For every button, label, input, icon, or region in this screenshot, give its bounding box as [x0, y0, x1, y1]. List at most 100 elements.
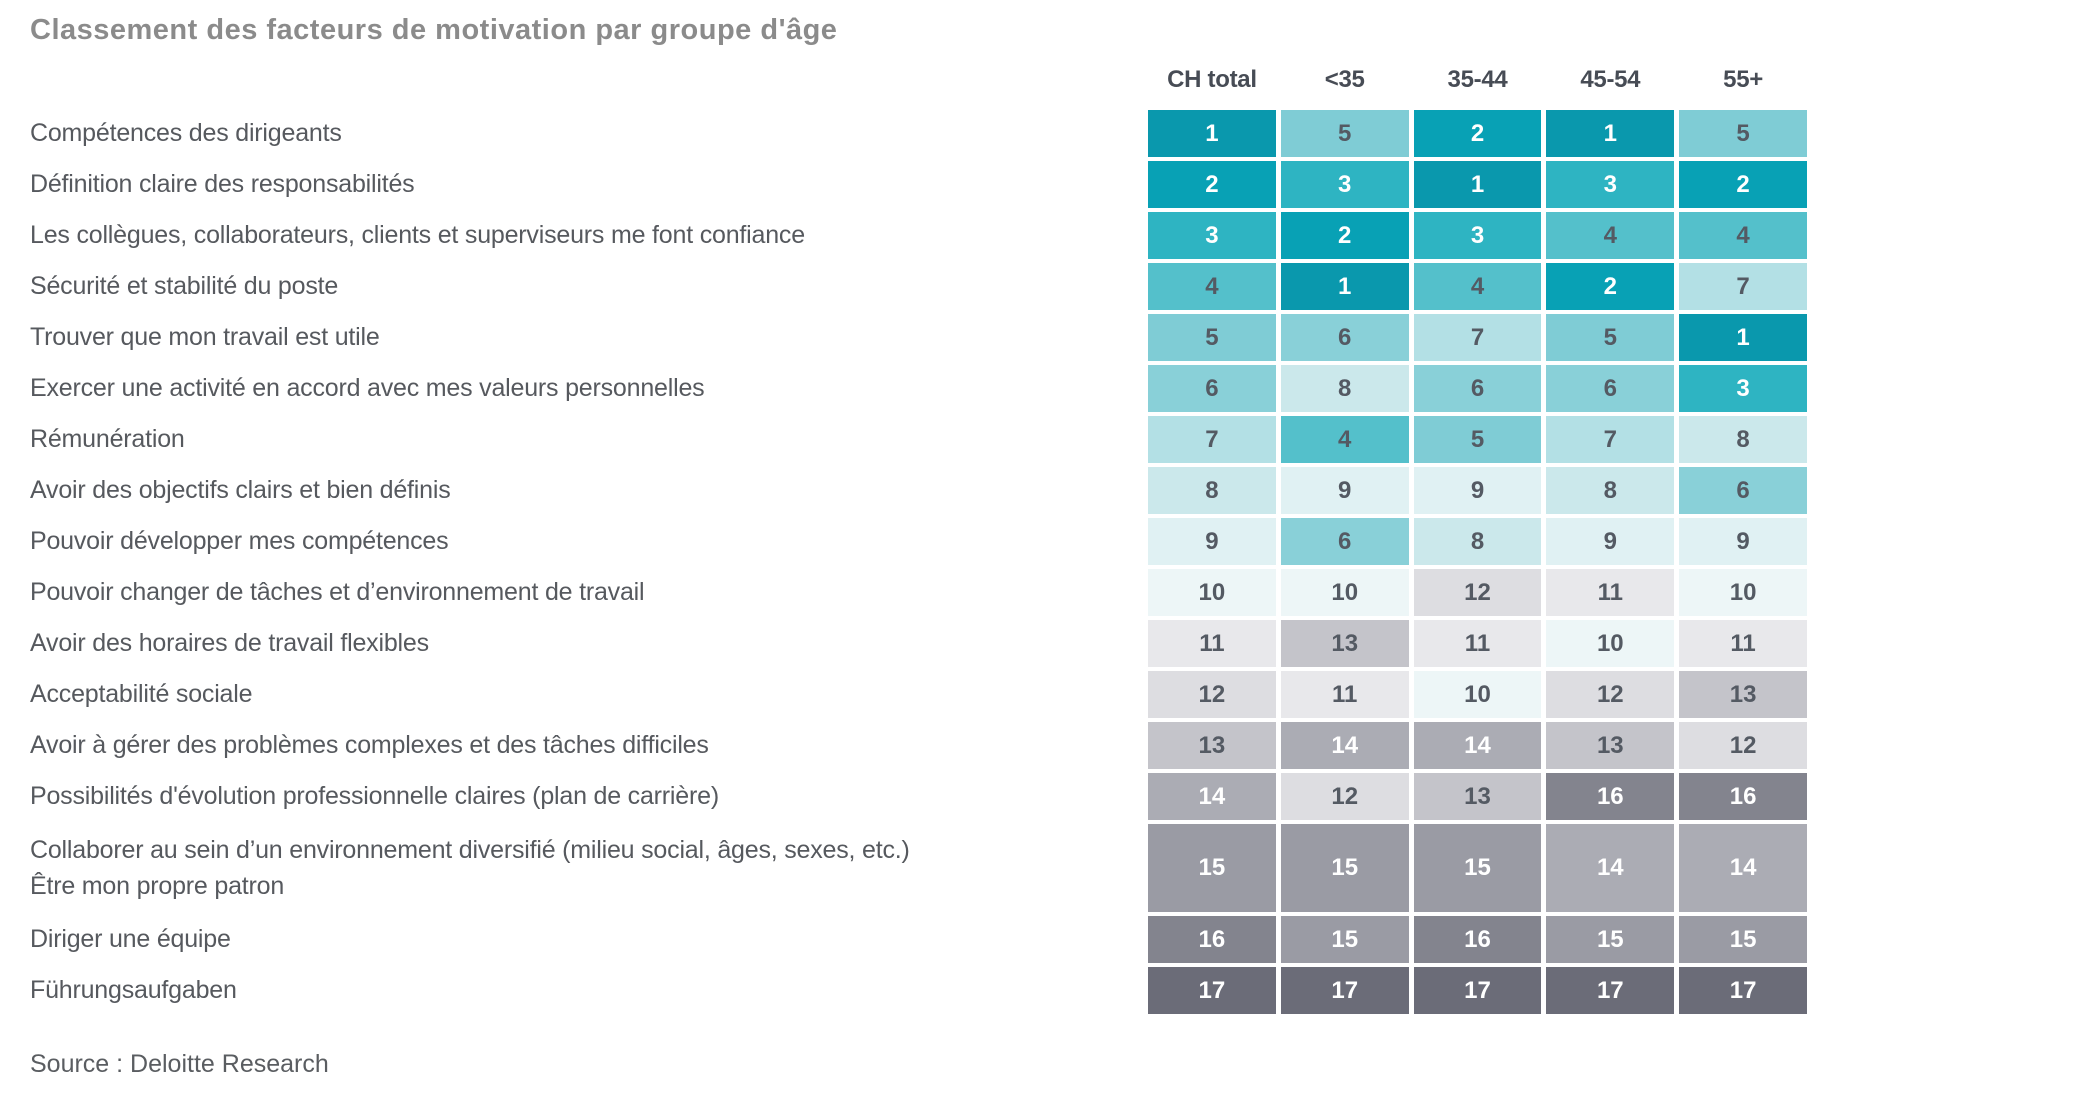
rank-cell: 7: [1546, 416, 1675, 463]
column-header: 35-44: [1447, 66, 1508, 93]
row-label-line: Avoir des horaires de travail flexibles: [30, 629, 429, 658]
row-label-line: Avoir à gérer des problèmes complexes et…: [30, 731, 709, 760]
rank-cell: 12: [1679, 722, 1807, 769]
rank-cell: 9: [1280, 467, 1409, 514]
row-label-line: Rémunération: [30, 425, 185, 454]
row-label: Les collègues, collaborateurs, clients e…: [30, 212, 1148, 259]
rank-cell: 11: [1148, 620, 1276, 667]
row-label: Führungsaufgaben: [30, 967, 1148, 1014]
row-label: Compétences des dirigeants: [30, 110, 1148, 157]
rank-cell: 5: [1148, 314, 1276, 361]
row-label-line: Sécurité et stabilité du poste: [30, 272, 339, 301]
row-label: Trouver que mon travail est utile: [30, 314, 1148, 361]
row-cells: 16 15 16 15 15: [1148, 916, 1807, 963]
row-label: Possibilités d'évolution professionnelle…: [30, 773, 1148, 820]
rank-cell: 11: [1546, 569, 1675, 616]
rank-cell: 15: [1679, 916, 1807, 963]
rank-cell: 9: [1546, 518, 1675, 565]
rank-cell: 12: [1413, 569, 1542, 616]
row-label-line: Collaborer au sein d’un environnement di…: [30, 835, 910, 864]
rank-cell: 13: [1413, 773, 1542, 820]
rank-cell: 7: [1148, 416, 1276, 463]
rank-cell: 15: [1280, 824, 1409, 912]
rank-cell: 10: [1546, 620, 1675, 667]
row-label-line: Définition claire des responsabilités: [30, 170, 415, 199]
table-row: Exercer une activité en accord avec mes …: [30, 365, 1807, 412]
row-label-line: Compétences des dirigeants: [30, 119, 342, 148]
column-header: 55+: [1723, 66, 1763, 93]
table-row: Compétences des dirigeants 1 5 2 1 5: [30, 110, 1807, 157]
rank-cell: 6: [1280, 518, 1409, 565]
rank-cell: 1: [1280, 263, 1409, 310]
rank-cell: 14: [1679, 824, 1807, 912]
rank-cell: 5: [1679, 110, 1807, 157]
row-label: Exercer une activité en accord avec mes …: [30, 365, 1148, 412]
rank-cell: 4: [1148, 263, 1276, 310]
rank-cell: 6: [1148, 365, 1276, 412]
rank-cell: 7: [1413, 314, 1542, 361]
rank-cell: 3: [1679, 365, 1807, 412]
rank-cell: 17: [1679, 967, 1807, 1014]
row-cells: 15 15 15 14 14: [1148, 824, 1807, 912]
row-label-line: Avoir des objectifs clairs et bien défin…: [30, 476, 451, 505]
row-label-line: Acceptabilité sociale: [30, 680, 253, 709]
table-row: Possibilités d'évolution professionnelle…: [30, 773, 1807, 820]
table-row: Collaborer au sein d’un environnement di…: [30, 824, 1807, 912]
rank-cell: 15: [1413, 824, 1542, 912]
table-row: Définition claire des responsabilités 2 3 1…: [30, 161, 1807, 208]
rank-cell: 1: [1413, 161, 1542, 208]
rank-cell: 13: [1546, 722, 1675, 769]
rank-cell: 10: [1148, 569, 1276, 616]
table-row: Sécurité et stabilité du poste 4 1 4 2 7: [30, 263, 1807, 310]
rank-cell: 2: [1280, 212, 1409, 259]
table-row: Les collègues, collaborateurs, clients e…: [30, 212, 1807, 259]
rank-cell: 8: [1679, 416, 1807, 463]
row-label: Sécurité et stabilité du poste: [30, 263, 1148, 310]
rank-cell: 12: [1148, 671, 1276, 718]
table-row: Avoir à gérer des problèmes complexes et…: [30, 722, 1807, 769]
rank-cell: 1: [1679, 314, 1807, 361]
rank-cell: 2: [1546, 263, 1675, 310]
rank-cell: 15: [1280, 916, 1409, 963]
row-label-line: Exercer une activité en accord avec mes …: [30, 374, 705, 403]
rank-cell: 14: [1148, 773, 1276, 820]
row-label: Diriger une équipe: [30, 916, 1148, 963]
column-header: 45-54: [1580, 66, 1641, 93]
row-label-line: Pouvoir changer de tâches et d’environne…: [30, 578, 645, 607]
rank-cell: 17: [1546, 967, 1675, 1014]
rank-cell: 2: [1148, 161, 1276, 208]
column-header: <35: [1324, 66, 1365, 93]
rank-cell: 3: [1413, 212, 1542, 259]
rank-cell: 13: [1148, 722, 1276, 769]
rank-cell: 8: [1413, 518, 1542, 565]
row-label: Collaborer au sein d’un environnement di…: [30, 824, 1148, 912]
row-label: Acceptabilité sociale: [30, 671, 1148, 718]
rank-cell: 5: [1546, 314, 1675, 361]
row-cells: 13 14 14 13 12: [1148, 722, 1807, 769]
rank-cell: 11: [1679, 620, 1807, 667]
rank-cell: 4: [1413, 263, 1542, 310]
rank-cell: 11: [1413, 620, 1542, 667]
rank-cell: 6: [1413, 365, 1542, 412]
row-cells: 14 12 13 16 16: [1148, 773, 1807, 820]
rank-cell: 10: [1679, 569, 1807, 616]
rank-cell: 8: [1280, 365, 1409, 412]
table-row: Führungsaufgaben 17 17 17 17 17: [30, 967, 1807, 1014]
rank-cell: 16: [1679, 773, 1807, 820]
rank-cell: 4: [1679, 212, 1807, 259]
rank-cell: 17: [1148, 967, 1276, 1014]
rank-cell: 14: [1280, 722, 1409, 769]
rank-cell: 12: [1280, 773, 1409, 820]
row-label-line: Pouvoir développer mes compétences: [30, 527, 449, 556]
rank-cell: 8: [1546, 467, 1675, 514]
rank-cell: 3: [1546, 161, 1675, 208]
rank-cell: 15: [1546, 916, 1675, 963]
rank-cell: 6: [1280, 314, 1409, 361]
rank-cell: 10: [1280, 569, 1409, 616]
rank-cell: 6: [1546, 365, 1675, 412]
